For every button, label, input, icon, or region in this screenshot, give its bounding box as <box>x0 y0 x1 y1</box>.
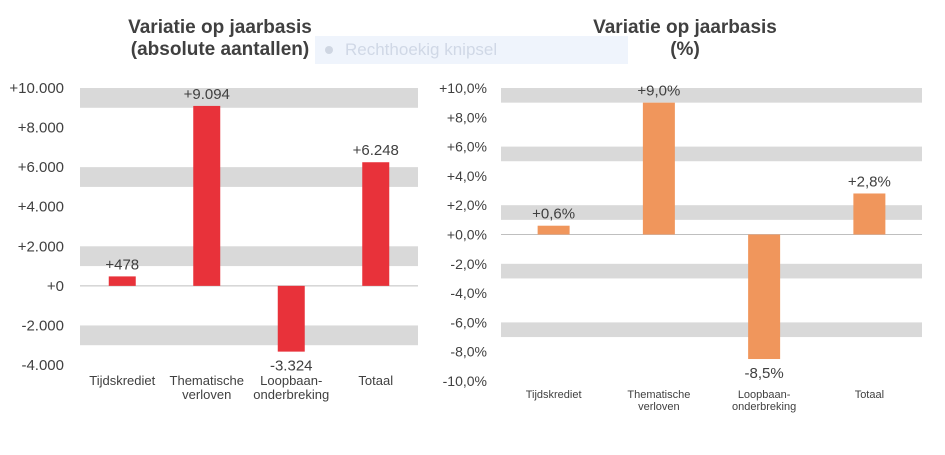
right-bar <box>853 193 886 235</box>
right-value-label: +2,8% <box>848 173 891 190</box>
left-grid-band <box>80 325 418 346</box>
left-chart: +10.000 +8.000 +6.000 +4.000 +2.000 +0 -2.000 -… <box>9 80 418 402</box>
left-bar <box>108 276 136 286</box>
right-bar <box>537 225 570 235</box>
right-value-label: +9,0% <box>637 83 680 100</box>
right-y-tick-label: +10,0% <box>439 80 487 96</box>
right-y-tick-label: -10,0% <box>443 373 487 389</box>
snip-overlay-label: Rechthoekig knipsel <box>345 40 498 59</box>
left-value-label: -3.324 <box>270 358 313 375</box>
right-value-label: +0,6% <box>532 206 575 223</box>
right-bar <box>642 102 675 235</box>
right-y-tick-label: +8,0% <box>447 109 487 125</box>
left-category-label: Thematische verloven <box>170 373 244 402</box>
right-category-label: Loopbaan-onderbreking <box>732 389 796 413</box>
right-y-tick-label: +2,0% <box>447 197 487 213</box>
left-bar <box>193 105 221 286</box>
left-y-tick-label: +4.000 <box>18 199 64 216</box>
left-category-label: Tijdskrediet <box>89 373 155 388</box>
right-category-label: Tijdskrediet <box>526 389 582 401</box>
right-chart-title: Variatie op jaarbasis (%) <box>545 17 825 61</box>
right-y-tick-label: +4,0% <box>447 168 487 184</box>
left-value-label: +478 <box>105 256 139 273</box>
left-category-label-line: Loopbaan- <box>260 373 322 388</box>
right-value-label: -8,5% <box>745 365 784 382</box>
left-chart-title-line-2: (absolute aantallen) <box>130 39 310 60</box>
right-category-label-line: Thematische <box>627 389 690 401</box>
left-chart-title: Variatie op jaarbasis (absolute aantalle… <box>75 17 365 61</box>
left-y-tick-label: +6.000 <box>18 159 64 176</box>
right-y-tick-label: +6,0% <box>447 139 487 155</box>
left-y-tick-label: +0 <box>47 278 64 295</box>
right-grid-band <box>501 146 922 162</box>
right-category-label-line: Tijdskrediet <box>526 389 582 401</box>
right-y-tick-label: -2,0% <box>450 256 487 272</box>
left-value-label: +9.094 <box>184 86 230 103</box>
left-grid-band <box>80 246 418 267</box>
left-y-tick-label: +10.000 <box>9 80 64 97</box>
left-bar <box>362 162 390 286</box>
left-bar <box>277 285 305 352</box>
right-category-label-line: Loopbaan- <box>738 389 791 401</box>
right-chart: +10,0% +8,0% +6,0% +4,0% +2,0% +0,0% -2,0% -4,0… <box>439 80 922 413</box>
left-category-label: Loopbaan-onderbreking <box>253 373 329 402</box>
left-grid-band <box>80 88 418 108</box>
left-category-label: Totaal <box>358 373 393 388</box>
right-grid-band <box>501 263 922 279</box>
right-bar <box>748 234 781 360</box>
left-y-tick-label: -4.000 <box>21 357 64 374</box>
right-y-tick-label: -4,0% <box>450 285 487 301</box>
right-chart-title-line-1: Variatie op jaarbasis <box>593 17 777 38</box>
left-category-label-line: onderbreking <box>253 387 329 402</box>
left-chart-title-line-1: Variatie op jaarbasis <box>128 17 312 38</box>
snip-overlay[interactable]: Rechthoekig knipsel <box>315 36 628 64</box>
right-category-label: Totaal <box>855 389 884 401</box>
right-grid-band <box>501 205 922 220</box>
right-chart-title-line-2: (%) <box>670 39 700 60</box>
left-value-label: +6.248 <box>353 142 399 159</box>
dot-icon <box>325 45 333 54</box>
left-y-tick-label: +8.000 <box>18 120 64 137</box>
right-y-tick-label: -6,0% <box>450 314 487 330</box>
left-category-label-line: Tijdskrediet <box>89 373 155 388</box>
right-y-tick-label: +0,0% <box>447 227 487 243</box>
right-category-label-line: onderbreking <box>732 401 796 413</box>
right-grid-band <box>501 322 922 338</box>
right-category-label-line: Totaal <box>855 389 884 401</box>
right-y-tick-label: -8,0% <box>450 344 487 360</box>
right-category-label-line: verloven <box>638 401 680 413</box>
left-category-label-line: verloven <box>182 387 231 402</box>
left-y-tick-label: -2.000 <box>21 317 64 334</box>
left-grid-band <box>80 167 418 187</box>
right-category-label: Thematische verloven <box>627 389 690 413</box>
left-y-tick-label: +2.000 <box>18 238 64 255</box>
left-category-label-line: Totaal <box>358 373 393 388</box>
right-grid-band <box>501 88 922 103</box>
left-category-label-line: Thematische <box>170 373 244 388</box>
